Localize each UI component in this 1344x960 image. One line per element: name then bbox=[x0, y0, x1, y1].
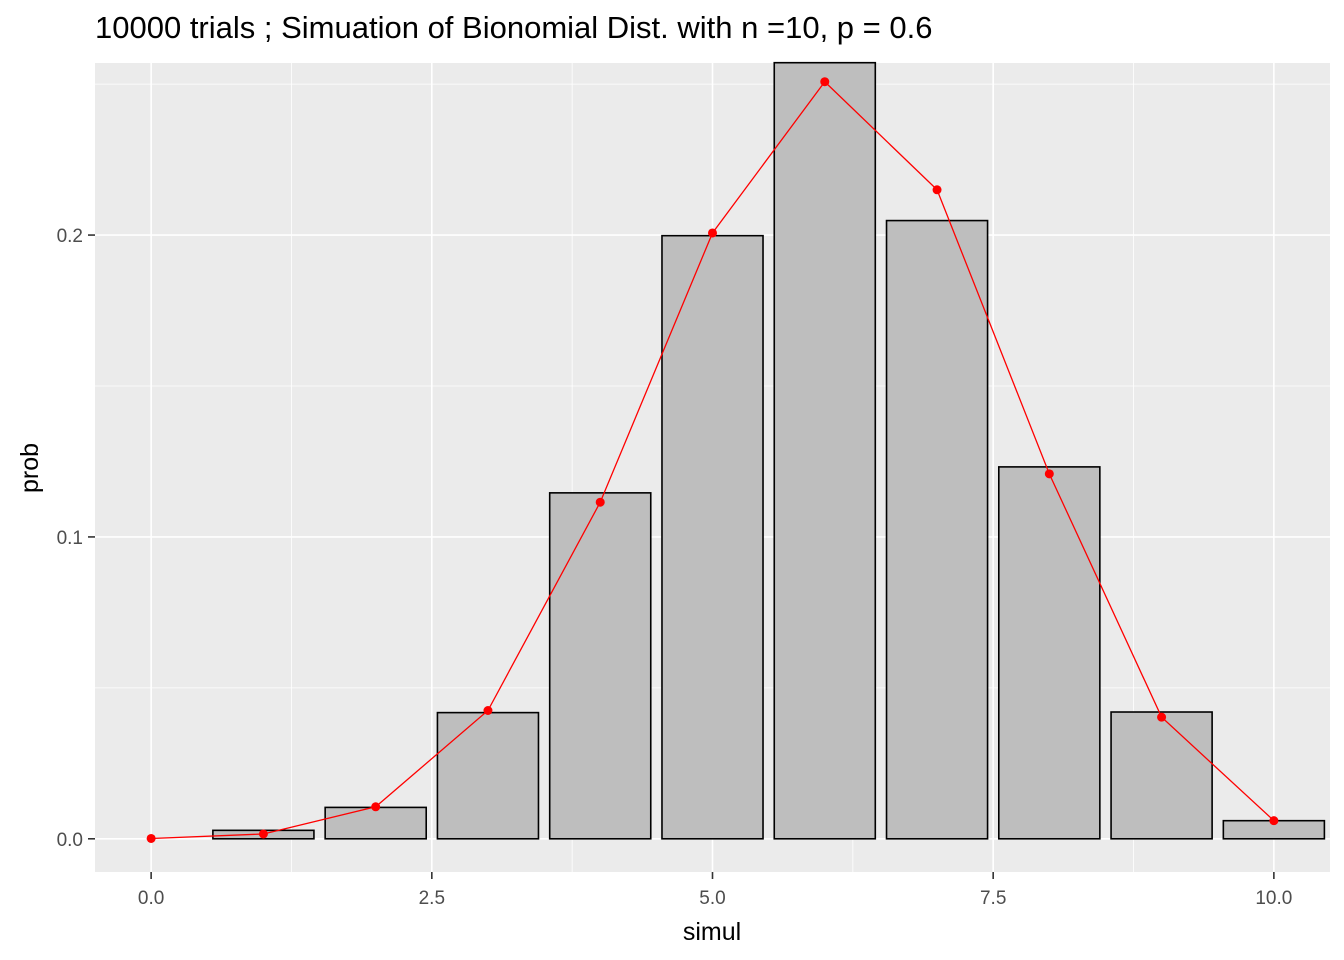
data-point bbox=[595, 497, 605, 507]
x-tick-label: 5.0 bbox=[699, 888, 725, 909]
x-tick-label: 0.0 bbox=[138, 888, 164, 909]
data-point bbox=[1157, 712, 1167, 722]
chart-title: 10000 trials ; Simuation of Bionomial Di… bbox=[95, 10, 933, 45]
data-point bbox=[708, 228, 717, 238]
bar bbox=[1110, 711, 1213, 840]
y-tick-label: 0.1 bbox=[57, 528, 83, 549]
data-point bbox=[483, 706, 493, 716]
data-point bbox=[146, 833, 156, 843]
bar bbox=[885, 219, 989, 840]
line-points bbox=[146, 77, 1279, 843]
x-tick-label: 10.0 bbox=[1255, 888, 1292, 909]
x-axis-title: simul bbox=[683, 918, 741, 946]
y-axis: 0.0 0.1 0.2 bbox=[57, 226, 95, 851]
bar bbox=[436, 711, 540, 840]
y-tick-label: 0.2 bbox=[57, 226, 83, 247]
data-point bbox=[820, 77, 830, 87]
bars bbox=[212, 61, 1326, 840]
y-tick-label: 0.0 bbox=[57, 830, 83, 851]
bar bbox=[773, 61, 877, 840]
x-tick-label: 7.5 bbox=[980, 888, 1006, 909]
data-point bbox=[932, 185, 942, 195]
data-point bbox=[371, 802, 381, 812]
x-tick-label: 2.5 bbox=[419, 888, 445, 909]
data-point bbox=[258, 829, 268, 839]
bar bbox=[324, 806, 428, 840]
bar bbox=[548, 492, 652, 840]
y-axis-title: prob bbox=[16, 443, 44, 493]
data-point bbox=[1269, 816, 1279, 826]
x-axis: 0.0 2.5 5.0 7.5 10.0 bbox=[138, 872, 1292, 909]
data-point bbox=[1044, 469, 1054, 479]
bar bbox=[997, 466, 1101, 840]
bar bbox=[661, 234, 764, 840]
